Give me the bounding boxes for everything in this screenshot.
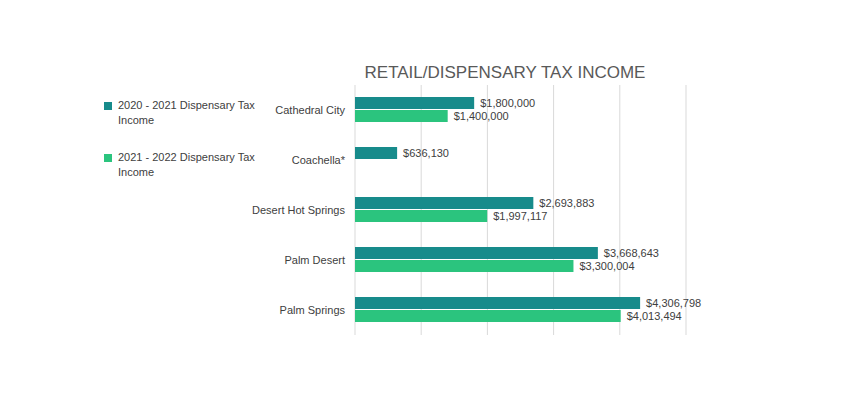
data-label: $636,130 [403, 147, 449, 159]
chart: RETAIL/DISPENSARY TAX INCOME Cathedral Ci… [0, 0, 852, 414]
category-label: Palm Desert [284, 254, 345, 266]
title: RETAIL/DISPENSARY TAX INCOME [365, 63, 646, 82]
bars [355, 97, 640, 322]
data-label: $4,013,494 [627, 310, 682, 322]
bar [355, 110, 448, 122]
category-label: Coachella* [292, 154, 346, 166]
legend-entry: 2020 - 2021 Dispensary Tax Income [118, 98, 258, 128]
data-label: $1,400,000 [454, 110, 509, 122]
grid [355, 85, 686, 335]
bar [355, 260, 573, 272]
bar [355, 97, 474, 109]
data-labels: $1,800,000 $636,130 $2,693,883 $3,668,643 $4… [403, 97, 701, 322]
data-label: $2,693,883 [539, 197, 594, 209]
bar [355, 297, 640, 309]
data-label: $1,800,000 [480, 97, 535, 109]
legend-swatch [104, 154, 112, 162]
bar [355, 310, 621, 322]
data-label: $1,997,117 [493, 210, 547, 222]
data-label: $4,306,798 [646, 297, 701, 309]
bar [355, 147, 397, 159]
legend-swatch [104, 102, 112, 110]
bar [355, 197, 533, 209]
data-label: $3,668,643 [604, 247, 659, 259]
bar [355, 247, 598, 259]
legend-entry: 2021 - 2022 Dispensary Tax Income [118, 150, 258, 180]
category-label: Desert Hot Springs [252, 204, 345, 216]
bar [355, 210, 487, 222]
data-label: $3,300,004 [579, 260, 634, 272]
chart-svg: RETAIL/DISPENSARY TAX INCOME Cathedral Ci… [0, 0, 852, 414]
category-label: Cathedral City [275, 104, 345, 116]
category-label: Palm Springs [280, 304, 346, 316]
